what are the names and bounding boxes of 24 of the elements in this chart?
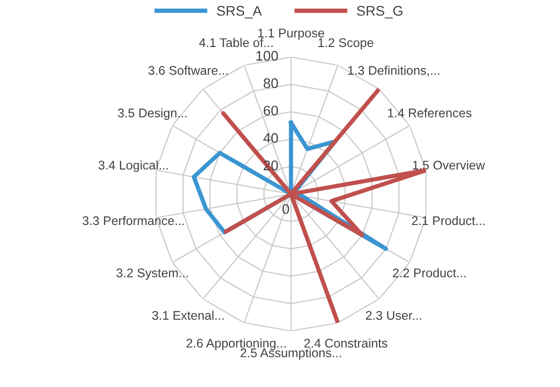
- spoke-label: 1.5 Overview: [412, 160, 485, 170]
- spoke-label: 3.3 Performance...: [82, 216, 184, 226]
- legend-label: SRS_A: [216, 6, 262, 18]
- spoke-label: 2.6 Apportioning...: [186, 338, 286, 350]
- spoke-label: 2.5 Assumptions...: [240, 348, 341, 360]
- spoke-label: 3.1 Extenal...: [152, 310, 224, 320]
- y-tick-label: 100: [256, 50, 278, 61]
- spoke-label: 1.4 References: [388, 108, 472, 118]
- spoke-label: 3.5 Design...: [118, 108, 186, 120]
- y-tick-label: 40: [263, 133, 278, 143]
- spoke-label: 1.2 Scope: [318, 38, 374, 50]
- spoke-label: 4.1 Table of...: [199, 38, 273, 48]
- spoke-label: 3.4 Logical...: [98, 160, 168, 172]
- spoke-label: 2.2 Product...: [392, 268, 466, 278]
- spoke-label: 3.2 System...: [116, 268, 188, 280]
- legend-label: SRS_G: [356, 6, 402, 18]
- spoke-label: 2.1 Product...: [412, 216, 485, 226]
- spoke-label: 1.3 Definitions,...: [348, 66, 440, 76]
- y-tick-label: 80: [264, 78, 278, 88]
- y-tick-label: 0: [282, 204, 290, 214]
- spoke-label: 2.3 User...: [366, 311, 422, 320]
- y-tick-label: 60: [264, 106, 278, 116]
- spoke-label: 3.6 Software...: [148, 66, 228, 75]
- spoke-label: 2.4 Constraints: [304, 338, 388, 348]
